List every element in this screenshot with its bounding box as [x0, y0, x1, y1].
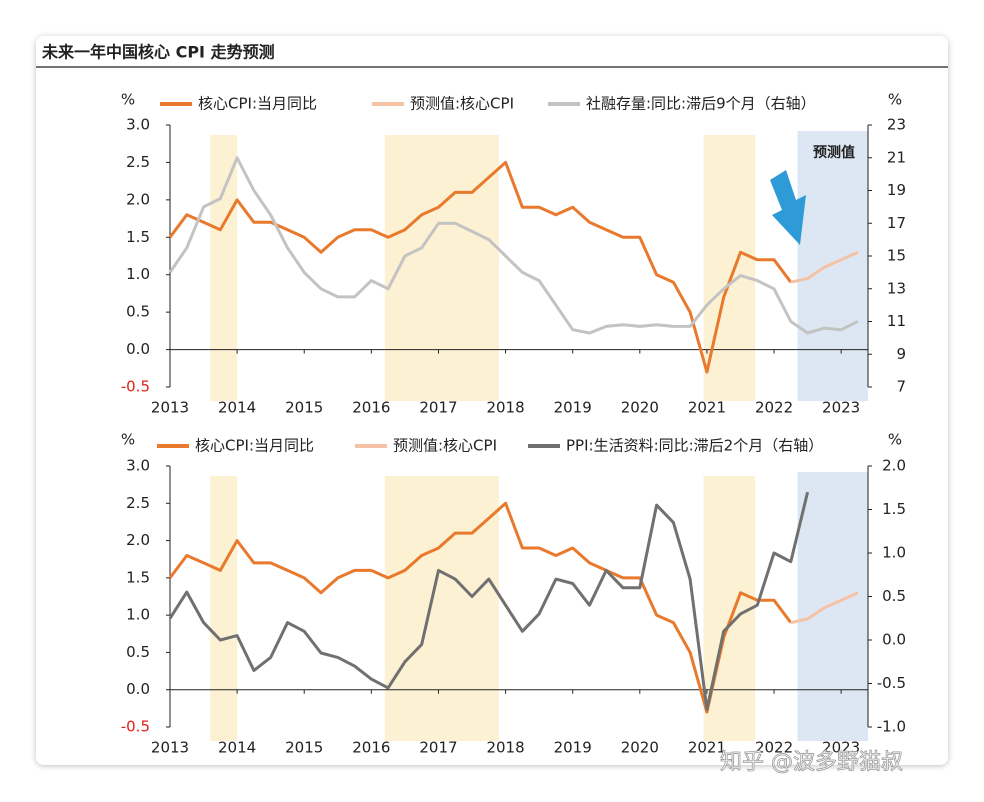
x-tick-label: 2020 [621, 739, 659, 757]
shaded-period [703, 476, 756, 741]
y2-tick-label: 1.0 [882, 544, 906, 562]
x-tick-label: 2016 [352, 739, 390, 757]
x-tick-label: 2018 [486, 399, 524, 417]
series-line [790, 250, 859, 284]
y-tick-label: 1.0 [126, 265, 150, 283]
x-tick-label: 2023 [822, 739, 860, 757]
shaded-period [210, 476, 238, 741]
y2-tick-label: -1.0 [877, 718, 906, 736]
page-title: 未来一年中国核心 CPI 走势预测 [41, 43, 275, 62]
y-tick-label: 0.0 [126, 680, 150, 698]
y2-tick-label: 0.5 [882, 587, 906, 605]
charts: 预测值 3.0 2.5 2.0 1.5 1.0 0.5 0.0 -0.5 23 21 19 17 15 13… [121, 91, 906, 757]
y2-tick-label: 19 [887, 181, 906, 199]
y2-tick-label: 17 [887, 214, 906, 232]
legend-label: 核心CPI:当月同比 [195, 437, 314, 455]
x-tick-label: 2021 [688, 399, 726, 417]
shaded-period [384, 476, 499, 741]
y-tick-label: 0.5 [126, 643, 150, 661]
y-tick-label: 0.0 [126, 340, 150, 358]
series-line [168, 491, 810, 712]
y-tick-label: 2.5 [126, 494, 150, 512]
series-line [168, 501, 792, 714]
watermark: 知乎 @波多野猫叔 [720, 750, 903, 775]
shaded-period [703, 135, 756, 401]
y-tick-label: 1.0 [126, 606, 150, 624]
y-tick-label: 1.5 [126, 568, 150, 586]
x-tick-label: 2019 [554, 739, 592, 757]
y-tick-label: 2.0 [126, 531, 150, 549]
x-tick-label: 2016 [352, 399, 390, 417]
y-unit: % [121, 91, 135, 109]
forecast-annotation: 预测值 [813, 144, 855, 161]
forecast-region [797, 472, 868, 741]
chart: 预测值 3.0 2.5 2.0 1.5 1.0 0.5 0.0 -0.5 23 21 19 17 15 13… [121, 91, 906, 417]
y2-tick-label: 21 [887, 148, 906, 166]
legend-label: 预测值:核心CPI [393, 437, 497, 455]
x-tick-label: 2022 [755, 399, 793, 417]
x-tick-label: 2020 [621, 399, 659, 417]
chart: 3.0 2.5 2.0 1.5 1.0 0.5 0.0 -0.5 2.0 1.5 1.0 0.5 0.0… [121, 431, 906, 757]
x-tick-label: 2019 [554, 399, 592, 417]
y-tick-label: 0.5 [126, 303, 150, 321]
y2-unit: % [888, 91, 902, 109]
y2-tick-label: 23 [887, 116, 906, 134]
y-unit: % [121, 431, 135, 449]
x-tick-label: 2023 [822, 399, 860, 417]
y2-tick-label: 13 [887, 279, 906, 297]
y2-tick-label: 9 [896, 345, 906, 363]
x-tick-label: 2014 [218, 739, 256, 757]
legend-label: 预测值:核心CPI [410, 95, 514, 113]
shaded-period [384, 135, 499, 401]
x-tick-label: 2014 [218, 399, 256, 417]
y2-tick-label: 15 [887, 247, 906, 265]
x-tick-label: 2015 [285, 739, 323, 757]
y-tick-label: 2.0 [126, 190, 150, 208]
y-tick-label: 1.5 [126, 228, 150, 246]
x-tick-label: 2018 [486, 739, 524, 757]
x-tick-label: 2017 [419, 739, 457, 757]
shaded-period [210, 135, 238, 401]
y2-tick-label: 2.0 [882, 457, 906, 475]
x-tick-label: 2017 [419, 399, 457, 417]
forecast-region [797, 131, 868, 401]
x-tick-label: 2013 [151, 399, 189, 417]
arrow-icon [770, 170, 806, 245]
y-tick-label: -0.5 [121, 378, 150, 396]
y2-tick-label: 7 [896, 378, 906, 396]
y-tick-label: 2.5 [126, 153, 150, 171]
y-tick-label: -0.5 [121, 718, 150, 736]
x-tick-label: 2013 [151, 739, 189, 757]
series-line [168, 156, 859, 335]
legend-label: PPI:生活资料:同比:滞后2个月（右轴） [566, 437, 823, 455]
y-tick-label: 3.0 [126, 116, 150, 134]
legend-label: 社融存量:同比:滞后9个月（右轴） [586, 95, 816, 113]
y-tick-label: 3.0 [126, 457, 150, 475]
x-tick-label: 2021 [688, 739, 726, 757]
legend-label: 核心CPI:当月同比 [198, 95, 317, 113]
x-tick-label: 2015 [285, 399, 323, 417]
y2-tick-label: -0.5 [877, 674, 906, 692]
y2-tick-label: 11 [887, 312, 906, 330]
y2-tick-label: 0.0 [882, 631, 906, 649]
x-tick-label: 2022 [755, 739, 793, 757]
y2-unit: % [888, 431, 902, 449]
y2-tick-label: 1.5 [882, 500, 906, 518]
series-line [790, 591, 859, 625]
